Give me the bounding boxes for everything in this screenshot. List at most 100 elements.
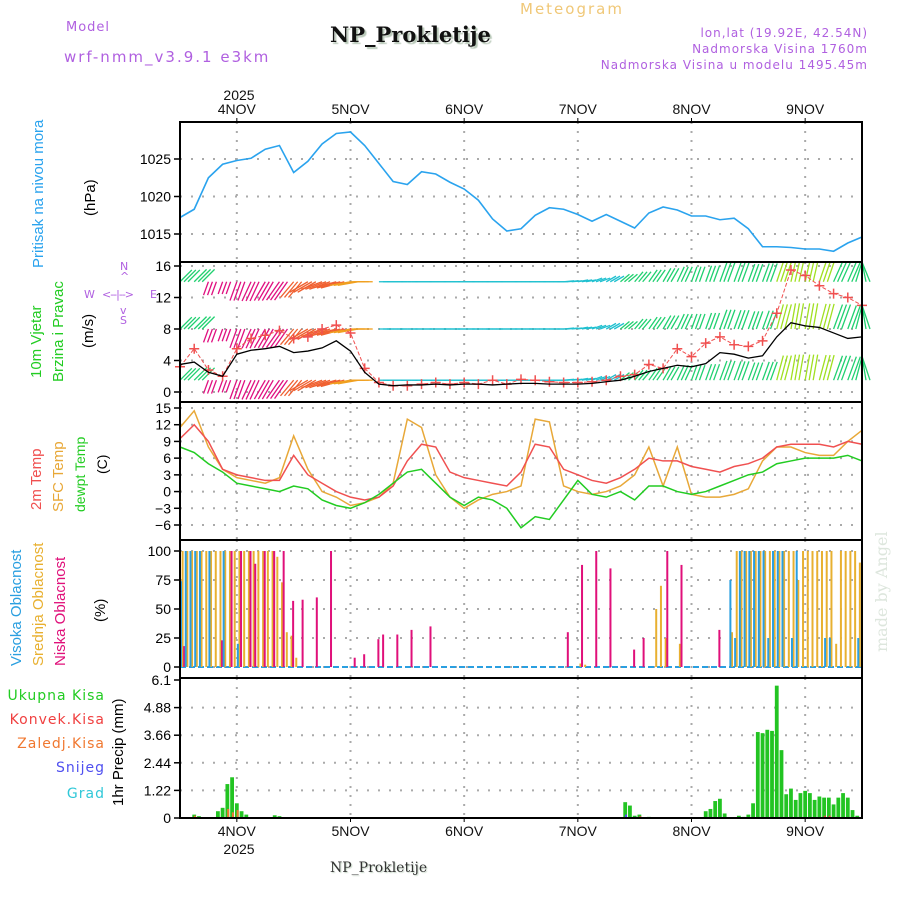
cloud-mid-bar bbox=[191, 551, 194, 667]
precip-frz-bar bbox=[231, 812, 234, 818]
cloud-low-bar bbox=[633, 649, 636, 667]
precip-total-bar bbox=[779, 750, 784, 818]
y-tick-label: 12 bbox=[155, 290, 171, 306]
sfc-temp-line bbox=[179, 409, 863, 510]
x-label-top: 6NOV bbox=[445, 101, 484, 117]
cloud-low-bar bbox=[680, 564, 683, 667]
precip-total-bar bbox=[239, 811, 244, 818]
gust-marker bbox=[345, 327, 356, 338]
gust-marker bbox=[643, 359, 654, 370]
wind-arrow bbox=[217, 281, 224, 295]
cloud-mid-bar bbox=[200, 551, 203, 667]
legend-snow: Snijeg bbox=[55, 760, 105, 776]
wind-arrow bbox=[266, 379, 280, 399]
y-tick-label: −6 bbox=[155, 517, 171, 533]
wind-arrow bbox=[628, 273, 638, 283]
gust-marker bbox=[317, 324, 328, 334]
cloud-high-bar bbox=[222, 551, 225, 667]
gust-marker bbox=[302, 331, 313, 342]
wind-arrow bbox=[652, 367, 662, 381]
cloud-mid-bar bbox=[820, 551, 823, 667]
wind-arrow bbox=[761, 310, 770, 330]
cloud-mid-bar bbox=[584, 664, 587, 667]
cloud-low-bar bbox=[396, 634, 399, 667]
cloud-mid-bar bbox=[730, 632, 733, 667]
y-tick-label: 3.66 bbox=[144, 727, 171, 743]
precip-total-bar bbox=[817, 796, 822, 818]
wind-arrow bbox=[316, 379, 341, 388]
wind-arrow bbox=[670, 366, 680, 381]
wind-arrow bbox=[279, 328, 295, 346]
wind-arrow bbox=[694, 313, 702, 330]
cloud-mid-bar bbox=[228, 551, 231, 667]
cloud-mid-bar bbox=[655, 609, 658, 667]
wind-arrow bbox=[727, 262, 736, 282]
cloud-mid-bar bbox=[214, 551, 217, 667]
cloud-high-bar bbox=[767, 638, 770, 667]
y-tick-label: 1020 bbox=[140, 189, 171, 205]
precip-total-bar bbox=[225, 784, 230, 818]
y-tick-label: 25 bbox=[155, 630, 171, 646]
wind-arrow bbox=[293, 379, 313, 392]
gust-marker bbox=[288, 333, 299, 344]
cloud-mid-bar bbox=[219, 551, 222, 667]
wind-arrow bbox=[719, 309, 728, 330]
wind-arrow bbox=[826, 303, 835, 330]
cloud-high-bar bbox=[857, 638, 860, 667]
wind-arrow bbox=[755, 362, 764, 381]
cloud-low-bar bbox=[330, 551, 333, 667]
compass-cross: <-‑|‑-> bbox=[102, 288, 134, 301]
wind-arrow bbox=[301, 281, 323, 290]
snow-bar bbox=[624, 814, 627, 818]
precip-frz-bar bbox=[227, 808, 230, 818]
wind-arrow bbox=[804, 354, 811, 381]
wind-arrow bbox=[202, 328, 210, 343]
cloud-mid-bar bbox=[792, 551, 795, 667]
y-tick-label: 6 bbox=[163, 450, 171, 466]
wind-arrow bbox=[790, 261, 797, 282]
wind-arrow bbox=[698, 364, 706, 381]
compass-icon: N ^ W <-‑|‑-> E v S bbox=[84, 260, 160, 328]
cloud-low-bar bbox=[263, 551, 266, 667]
compass-up-arrow: ^ bbox=[120, 270, 130, 283]
y-tick-label: 75 bbox=[155, 572, 171, 588]
wind-arrow bbox=[822, 261, 831, 282]
cloud-mid-bar bbox=[735, 551, 738, 667]
cloud-mid-bar bbox=[233, 551, 236, 667]
wind-arrow bbox=[847, 356, 857, 381]
wind-arrow bbox=[676, 266, 685, 283]
wind-arrow bbox=[221, 281, 228, 295]
wind-arrow bbox=[642, 318, 652, 330]
chart-kind: Meteogram bbox=[520, 0, 624, 18]
gust-marker bbox=[743, 341, 754, 352]
wind-arrow bbox=[851, 305, 861, 330]
cloud-high-bar bbox=[198, 551, 201, 667]
cloud-mid-bar bbox=[247, 551, 250, 667]
panel-2 bbox=[174, 402, 862, 540]
wind-arrow bbox=[270, 379, 284, 399]
wind-arrow bbox=[253, 379, 266, 400]
wind-arrow bbox=[197, 268, 212, 283]
legend-precip-total: Ukupna Kisa bbox=[7, 688, 105, 704]
wind-arrow bbox=[861, 261, 871, 282]
wind-arrow bbox=[595, 324, 607, 330]
cloud-low-bar bbox=[609, 568, 612, 667]
wind-arrow bbox=[187, 316, 201, 330]
wind-arrow bbox=[804, 261, 811, 282]
wind-arrow bbox=[690, 266, 698, 282]
cloud-mid-bar bbox=[181, 551, 184, 667]
precip-total-bar bbox=[722, 813, 727, 818]
wind-arrow bbox=[698, 266, 706, 282]
wind-arrow bbox=[832, 261, 844, 283]
wind-arrow bbox=[861, 304, 871, 330]
cloud-high-bar bbox=[795, 551, 798, 667]
cloud-mid-bar bbox=[295, 657, 298, 667]
wind-arrow bbox=[723, 360, 732, 381]
wind-arrow bbox=[733, 309, 742, 330]
wind-arrow bbox=[780, 261, 788, 282]
wind-arrow bbox=[818, 354, 827, 381]
wind-arrow bbox=[210, 281, 218, 296]
cloud-mid-bar bbox=[802, 551, 805, 667]
precip-total-bar bbox=[845, 797, 850, 818]
wind-arrow bbox=[790, 354, 797, 381]
